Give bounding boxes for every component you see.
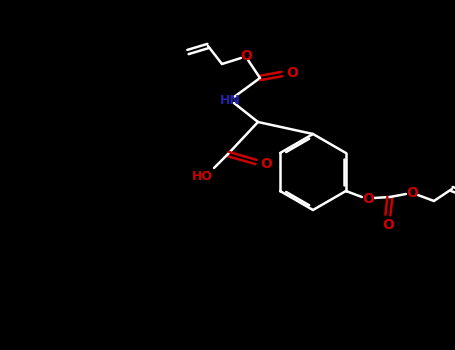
Text: O: O (406, 186, 418, 200)
Text: O: O (240, 49, 252, 63)
Text: O: O (286, 66, 298, 80)
Text: O: O (260, 157, 272, 171)
Text: HO: HO (192, 169, 212, 182)
Text: O: O (382, 218, 394, 232)
Text: HN: HN (220, 93, 240, 106)
Text: O: O (362, 192, 374, 206)
